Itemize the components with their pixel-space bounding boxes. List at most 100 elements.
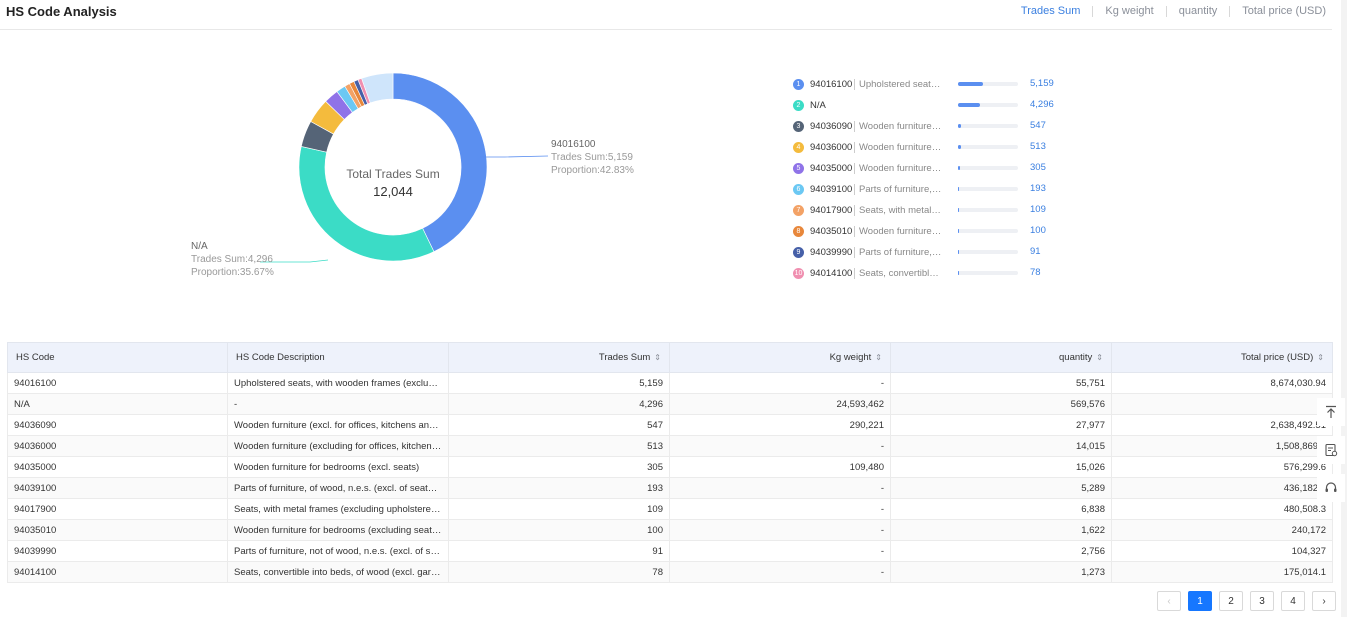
page-3-button[interactable]: 3 bbox=[1250, 591, 1274, 611]
page-1-button[interactable]: 1 bbox=[1188, 591, 1212, 611]
table-row[interactable]: 94036090 Wooden furniture (excl. for offi… bbox=[7, 414, 1333, 436]
headset-icon[interactable] bbox=[1317, 474, 1345, 502]
cell-quantity: 14,015 bbox=[890, 435, 1112, 457]
legend-bar bbox=[958, 145, 1018, 149]
legend-value: 193 bbox=[1030, 183, 1046, 194]
sort-icon[interactable]: ⇕ bbox=[1096, 353, 1103, 362]
donut-chart bbox=[260, 72, 549, 263]
table-header-row: HS Code HS Code Description Trades Sum ⇕ … bbox=[7, 342, 1333, 373]
cell-kg-weight: - bbox=[669, 540, 891, 562]
callout-sum: Trades Sum:5,159 bbox=[551, 152, 633, 163]
donut-slice-94016100[interactable] bbox=[392, 72, 488, 253]
legend-bar-fill bbox=[958, 145, 961, 149]
callout-proportion: Proportion:35.67% bbox=[191, 267, 274, 278]
tab-quantity[interactable]: quantity bbox=[1178, 5, 1218, 17]
table-row[interactable]: 94036000 Wooden furniture (excluding for … bbox=[7, 435, 1333, 457]
cell-hs-code: 94039100 bbox=[7, 477, 228, 499]
page-4-button[interactable]: 4 bbox=[1281, 591, 1305, 611]
legend-value: 109 bbox=[1030, 204, 1046, 215]
legend-bar bbox=[958, 187, 1018, 191]
table-row[interactable]: 94016100 Upholstered seats, with wooden f… bbox=[7, 372, 1333, 394]
tab-total-price[interactable]: Total price (USD) bbox=[1242, 5, 1326, 17]
table-row[interactable]: 94039990 Parts of furniture, not of wood,… bbox=[7, 540, 1333, 562]
cell-hs-code: 94035000 bbox=[7, 456, 228, 478]
next-page-button[interactable]: › bbox=[1312, 591, 1336, 611]
col-trades-sum[interactable]: Trades Sum ⇕ bbox=[448, 342, 670, 373]
legend-code: 94036000 bbox=[810, 142, 853, 153]
cell-description: Wooden furniture for bedrooms (excl. sea… bbox=[227, 456, 449, 478]
page-scrollbar[interactable] bbox=[1341, 0, 1347, 617]
donut-slice-N/A[interactable] bbox=[298, 146, 435, 262]
legend-code: 94017900 bbox=[810, 205, 853, 216]
cell-description: Wooden furniture (excluding for offices,… bbox=[227, 435, 449, 457]
cell-quantity: 569,576 bbox=[890, 393, 1112, 415]
legend-desc: Wooden furniture (excluding for offices bbox=[854, 142, 942, 153]
legend-desc: Upholstered seats, with wooden frames bbox=[854, 79, 942, 90]
donut-slice-other[interactable] bbox=[361, 72, 394, 104]
rank-badge: 5 bbox=[793, 163, 804, 174]
table-row[interactable]: 94017900 Seats, with metal frames (exclud… bbox=[7, 498, 1333, 520]
cell-kg-weight: - bbox=[669, 519, 891, 541]
table-row[interactable]: 94035010 Wooden furniture for bedrooms (e… bbox=[7, 519, 1333, 541]
table-row[interactable]: 94014100 Seats, convertible into beds, of… bbox=[7, 561, 1333, 583]
cell-kg-weight: 109,480 bbox=[669, 456, 891, 478]
col-kg-weight[interactable]: Kg weight ⇕ bbox=[669, 342, 891, 373]
cell-description: Upholstered seats, with wooden frames (e… bbox=[227, 372, 449, 394]
legend-bar bbox=[958, 271, 1018, 275]
legend-bar bbox=[958, 166, 1018, 170]
cell-kg-weight: 24,593,462 bbox=[669, 393, 891, 415]
legend-code: 94016100 bbox=[810, 79, 853, 90]
cell-description: Wooden furniture for bedrooms (excluding… bbox=[227, 519, 449, 541]
cell-quantity: 27,977 bbox=[890, 414, 1112, 436]
col-description: HS Code Description bbox=[227, 342, 449, 373]
legend-code: 94014100 bbox=[810, 268, 853, 279]
clipboard-icon[interactable] bbox=[1317, 436, 1345, 464]
cell-description: Wooden furniture (excl. for offices, kit… bbox=[227, 414, 449, 436]
cell-hs-code: 94036090 bbox=[7, 414, 228, 436]
table-row[interactable]: 94035000 Wooden furniture for bedrooms (e… bbox=[7, 456, 1333, 478]
callout-proportion: Proportion:42.83% bbox=[551, 165, 634, 176]
legend-code: 94035000 bbox=[810, 163, 853, 174]
legend-item[interactable]: 2 N/A 4,296 bbox=[793, 95, 1093, 116]
legend-value: 547 bbox=[1030, 120, 1046, 131]
cell-quantity: 1,622 bbox=[890, 519, 1112, 541]
tab-kg-weight[interactable]: Kg weight bbox=[1105, 5, 1154, 17]
sort-icon[interactable]: ⇕ bbox=[875, 353, 882, 362]
sort-icon[interactable]: ⇕ bbox=[1317, 353, 1324, 362]
col-quantity[interactable]: quantity ⇕ bbox=[890, 342, 1112, 373]
hs-code-table: HS Code HS Code Description Trades Sum ⇕ … bbox=[7, 342, 1333, 583]
legend-value: 5,159 bbox=[1030, 78, 1054, 89]
cell-trades-sum: 193 bbox=[448, 477, 670, 499]
back-to-top-icon[interactable] bbox=[1317, 398, 1345, 426]
legend-desc: Parts of furniture, of wood bbox=[854, 184, 942, 195]
sort-icon[interactable]: ⇕ bbox=[654, 353, 661, 362]
prev-page-button[interactable]: ‹ bbox=[1157, 591, 1181, 611]
page-2-button[interactable]: 2 bbox=[1219, 591, 1243, 611]
page-title: HS Code Analysis bbox=[6, 4, 117, 19]
cell-total-price: 576,299.6 bbox=[1111, 456, 1333, 478]
col-total-price[interactable]: Total price (USD) ⇕ bbox=[1111, 342, 1333, 373]
metric-tabs: Trades Sum Kg weight quantity Total pric… bbox=[1021, 5, 1326, 17]
table-row[interactable]: N/A -4,296 24,593,462 569,576 bbox=[7, 393, 1333, 415]
legend-value: 78 bbox=[1030, 267, 1041, 278]
callout-code: 94016100 bbox=[551, 139, 596, 150]
col-hs-code: HS Code bbox=[7, 342, 228, 373]
cell-trades-sum: 547 bbox=[448, 414, 670, 436]
cell-quantity: 1,273 bbox=[890, 561, 1112, 583]
cell-kg-weight: - bbox=[669, 561, 891, 583]
tab-trades-sum[interactable]: Trades Sum bbox=[1020, 5, 1081, 17]
table-row[interactable]: 94039100 Parts of furniture, of wood, n.e… bbox=[7, 477, 1333, 499]
donut-center-label: Total Trades Sum bbox=[346, 167, 440, 181]
legend-value: 91 bbox=[1030, 246, 1041, 257]
legend-value: 4,296 bbox=[1030, 99, 1054, 110]
